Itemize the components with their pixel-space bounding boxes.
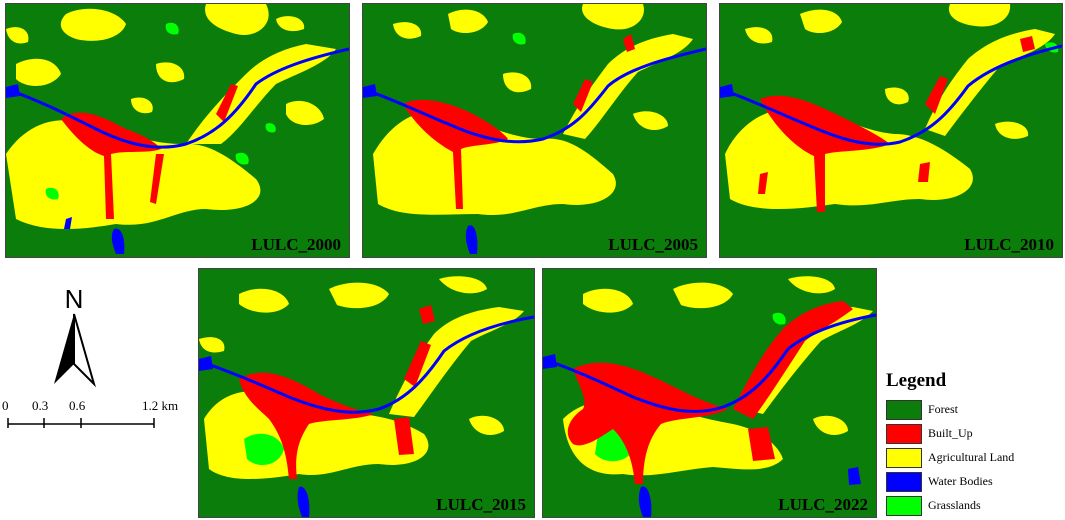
map-title-2005: LULC_2005 — [608, 235, 698, 254]
map-title-2000: LULC_2000 — [251, 235, 341, 254]
legend-label-water: Water Bodies — [928, 474, 993, 488]
legend-item-water: Water Bodies — [884, 472, 1064, 492]
map-title-2010: LULC_2010 — [964, 235, 1054, 254]
legend-swatch-grasslands — [886, 496, 922, 516]
scale-label-2: 0.6 — [69, 398, 86, 413]
lulc-map-2022 — [543, 269, 876, 517]
north-arrow-letter: N — [64, 284, 84, 314]
legend-label-agricultural: Agricultural Land — [928, 450, 1015, 464]
lulc-map-2010 — [720, 4, 1062, 257]
map-panel-2015: LULC_2015 — [198, 268, 535, 518]
map-panel-2005: LULC_2005 — [362, 3, 707, 258]
map-panel-2022: LULC_2022 — [542, 268, 877, 518]
north-arrow-icon — [54, 313, 97, 388]
lulc-map-2000 — [6, 4, 349, 257]
lulc-map-2015 — [199, 269, 534, 517]
legend-swatch-agricultural — [886, 448, 922, 468]
legend-swatch-built-up — [886, 424, 922, 444]
legend-label-forest: Forest — [928, 402, 958, 416]
legend-item-built-up: Built_Up — [884, 424, 1064, 444]
scale-label-3: 1.2 km — [142, 398, 179, 413]
legend-title: Legend — [886, 370, 947, 391]
legend-swatch-forest — [886, 400, 922, 420]
map-panel-2000: LULC_2000 — [5, 3, 350, 258]
north-arrow: N — [44, 284, 104, 389]
scale-bar-graphic — [7, 418, 155, 428]
scale-bar: 0 0.3 0.6 1.2 km — [2, 398, 192, 438]
map-title-2022: LULC_2022 — [778, 495, 868, 514]
scale-label-0: 0 — [2, 398, 9, 413]
legend-item-agricultural: Agricultural Land — [884, 448, 1064, 468]
lulc-map-2005 — [363, 4, 706, 257]
scale-label-1: 0.3 — [32, 398, 49, 413]
legend-item-forest: Forest — [884, 400, 1064, 420]
legend-swatch-water — [886, 472, 922, 492]
legend-item-grasslands: Grasslands — [884, 496, 1064, 516]
legend-label-built-up: Built_Up — [928, 426, 973, 440]
legend-label-grasslands: Grasslands — [928, 498, 981, 512]
legend: Legend Forest Built_Up Agricultural Land… — [884, 370, 1064, 518]
map-title-2015: LULC_2015 — [436, 495, 526, 514]
map-panel-2010: LULC_2010 — [719, 3, 1063, 258]
